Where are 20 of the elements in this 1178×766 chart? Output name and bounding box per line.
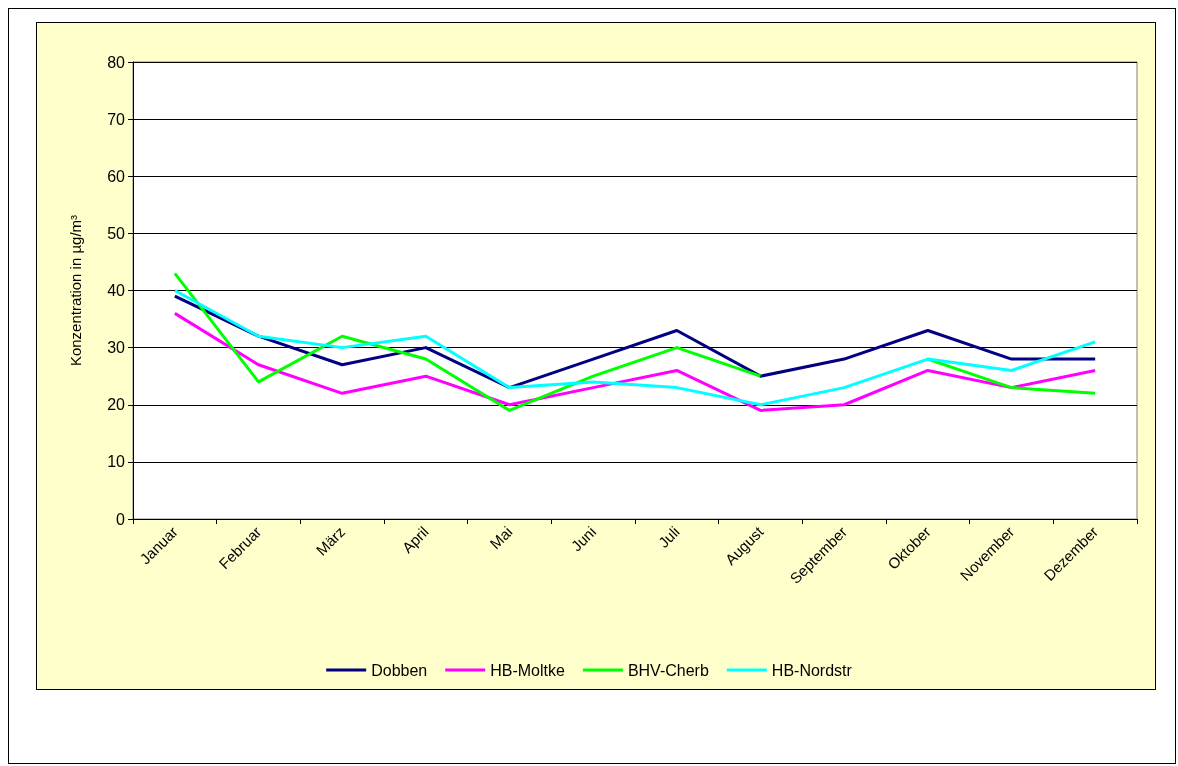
y-tick-label: 80 bbox=[107, 53, 126, 71]
x-tick-label: Juli bbox=[654, 522, 683, 551]
legend-label: BHV-Cherb bbox=[627, 661, 709, 679]
line-series bbox=[173, 289, 1097, 407]
y-tick-label: 10 bbox=[107, 453, 126, 471]
line-series bbox=[173, 294, 1097, 390]
legend-label: HB-Moltke bbox=[490, 661, 565, 679]
x-tick-label: Mai bbox=[486, 522, 516, 553]
y-tick-label: 60 bbox=[107, 167, 126, 185]
line-series bbox=[173, 311, 1097, 412]
y-tick-label: 30 bbox=[107, 339, 126, 357]
y-tick-label: 0 bbox=[116, 510, 126, 528]
y-tick-label: 20 bbox=[107, 396, 126, 414]
legend-label: HB-Nordstr bbox=[771, 661, 853, 679]
legend-label: Dobben bbox=[371, 661, 428, 679]
y-tick-label: 50 bbox=[107, 224, 126, 242]
x-tick-label: Juni bbox=[567, 522, 600, 555]
y-tick-label: 70 bbox=[107, 110, 126, 128]
y-tick-label: 40 bbox=[107, 282, 126, 299]
y-axis-title: Konzentration in µg/m³ bbox=[67, 214, 84, 367]
